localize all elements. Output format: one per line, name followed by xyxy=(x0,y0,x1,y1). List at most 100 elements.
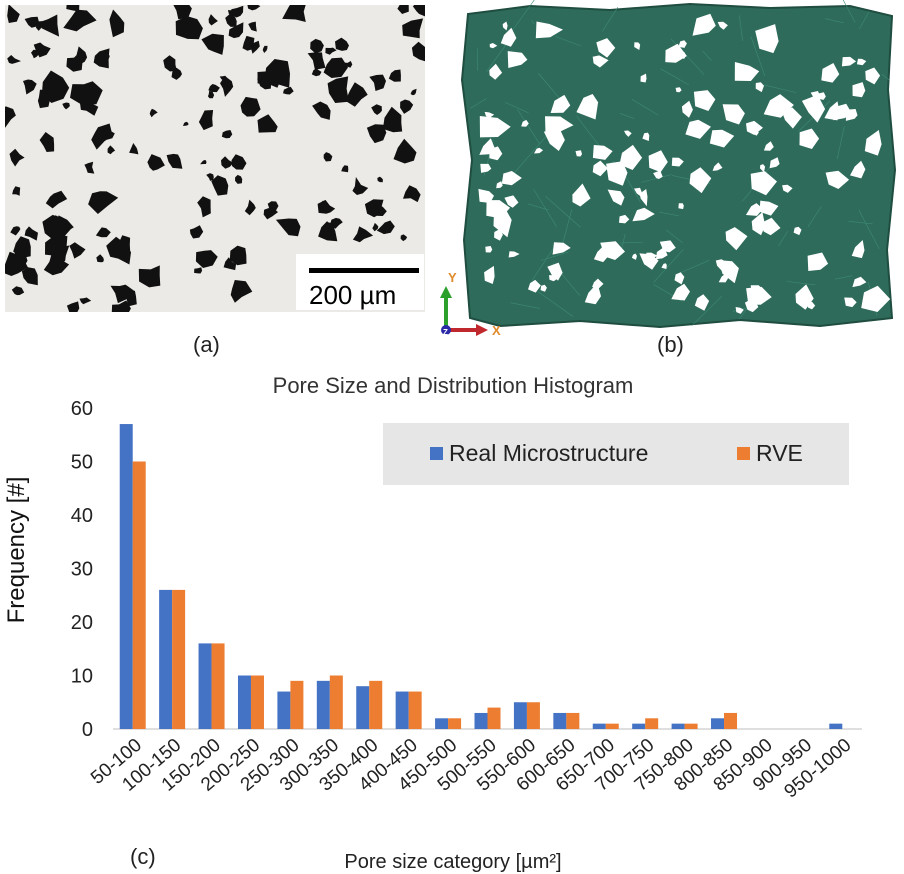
y-axis-ticks: 0 10 20 30 40 50 60 xyxy=(71,398,93,741)
scale-bar: 200 µm xyxy=(296,254,424,310)
mesh-pore xyxy=(692,13,716,36)
x-axis-label: Pore size category [µm²] xyxy=(344,851,561,873)
mesh-pore xyxy=(856,58,867,66)
mesh-pore xyxy=(479,116,511,138)
pore xyxy=(235,174,243,184)
mesh-pore xyxy=(833,103,852,121)
bar-rve-750-800 xyxy=(684,723,698,729)
mesh-edge xyxy=(778,231,788,247)
pore xyxy=(104,126,115,140)
pore xyxy=(111,300,131,312)
mesh-pore xyxy=(507,51,528,68)
mesh-pore xyxy=(500,27,517,47)
pore xyxy=(220,76,234,97)
mesh-pore xyxy=(685,119,711,139)
mesh-pore xyxy=(489,146,503,161)
pore xyxy=(68,46,88,65)
bar-rve-350-400 xyxy=(369,680,383,729)
pore xyxy=(247,5,261,11)
mesh-edge xyxy=(504,102,529,114)
bar-rve-650-700 xyxy=(605,723,619,729)
y-axis-label: Frequency [#] xyxy=(3,477,30,624)
mesh-pore xyxy=(755,24,779,54)
mesh-pore xyxy=(793,226,802,236)
mesh-pore xyxy=(722,104,745,125)
mesh-pore xyxy=(478,188,494,203)
mesh-pore xyxy=(632,207,655,222)
mesh-pore xyxy=(821,63,840,83)
mesh-pore xyxy=(763,94,794,118)
mesh-pore xyxy=(496,181,503,189)
pore xyxy=(345,82,368,107)
mesh-edge xyxy=(602,7,619,32)
mesh-pore xyxy=(852,82,866,98)
mesh-pore xyxy=(689,167,712,194)
mesh-edge xyxy=(660,68,690,86)
mesh-pore xyxy=(760,164,766,173)
pore xyxy=(5,251,28,276)
bar-real-650-700 xyxy=(592,723,606,729)
pore xyxy=(230,280,253,303)
chart-title: Pore Size and Distribution Histogram xyxy=(273,373,634,398)
mesh-edge xyxy=(665,229,683,244)
pore xyxy=(200,160,207,165)
pore xyxy=(201,33,224,55)
bar-rve-550-600 xyxy=(526,702,540,729)
pore xyxy=(63,9,97,32)
bar-real-450-500 xyxy=(435,718,449,729)
bar-real-300-350 xyxy=(316,680,330,729)
bar-rve-150-200 xyxy=(211,643,225,729)
mesh-pore xyxy=(484,111,495,118)
mesh-edge xyxy=(540,251,569,261)
bar-rve-600-650 xyxy=(566,712,580,729)
mesh-pore xyxy=(865,67,881,85)
mesh-pore xyxy=(648,150,668,173)
mesh-edge xyxy=(562,209,573,245)
axis-z-label: Z xyxy=(443,328,448,337)
y-tick-label: 60 xyxy=(71,398,93,420)
mesh-pore xyxy=(671,283,690,301)
pore xyxy=(47,93,56,101)
mesh-pore xyxy=(644,252,658,260)
pore xyxy=(323,152,333,162)
mesh-pore xyxy=(694,294,710,311)
pore xyxy=(248,21,257,32)
mesh-pore xyxy=(678,40,687,48)
pore xyxy=(403,185,421,203)
mesh-pore xyxy=(712,162,723,171)
pore xyxy=(221,156,234,169)
mesh-pore xyxy=(486,200,511,219)
mesh-pore xyxy=(535,21,563,39)
mesh-pore xyxy=(528,279,541,293)
mesh-pore xyxy=(850,160,866,179)
bar-real-750-800 xyxy=(671,723,685,729)
caption-a: (a) xyxy=(193,332,220,357)
pore xyxy=(43,251,70,276)
mesh-pore xyxy=(484,265,495,284)
mesh-pore xyxy=(575,150,582,157)
pore xyxy=(242,35,255,51)
mesh-pore xyxy=(795,284,814,310)
mesh-edge xyxy=(620,113,635,119)
pore xyxy=(376,220,395,235)
pore xyxy=(42,214,72,240)
mesh-pore xyxy=(653,170,663,179)
mesh-edge xyxy=(842,0,856,23)
mesh-pore xyxy=(508,251,520,258)
mesh-edge xyxy=(470,98,487,109)
mesh-pore xyxy=(746,286,772,305)
pore xyxy=(393,138,417,164)
pore xyxy=(41,14,60,37)
scale-bar-line xyxy=(309,268,419,273)
mesh-pore xyxy=(485,246,493,253)
bar-rve-200-250 xyxy=(250,675,264,729)
pore xyxy=(325,47,337,55)
pore xyxy=(352,177,369,195)
bar-rve-100-150 xyxy=(172,589,186,729)
mesh-pore xyxy=(572,183,591,207)
mesh-pore xyxy=(610,165,625,181)
mesh-edge xyxy=(620,241,644,244)
bar-real-200-250 xyxy=(237,675,251,729)
mesh-pore xyxy=(592,55,609,68)
scale-bar-label: 200 µm xyxy=(309,280,397,310)
